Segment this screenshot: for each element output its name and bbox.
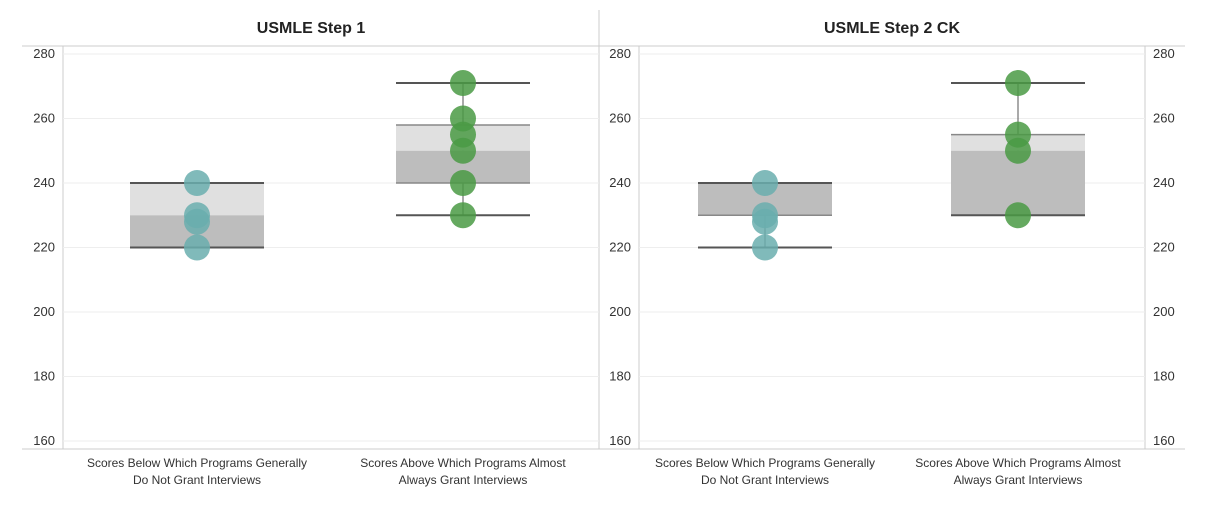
category-label-below-step1-line1: Scores Below Which Programs Generally — [87, 456, 307, 470]
chart-title-step2ck: USMLE Step 2 CK — [824, 20, 960, 37]
chart-title-step1: USMLE Step 1 — [257, 20, 366, 37]
category-label-above-step1-line2: Always Grant Interviews — [399, 473, 528, 487]
y-tick-label-right-step2ck-180: 180 — [1153, 369, 1175, 384]
category-label-below-step1-line2: Do Not Grant Interviews — [133, 473, 261, 487]
data-point-step2ck-above-2 — [1005, 137, 1031, 164]
y-tick-label-step1-260: 260 — [33, 111, 55, 126]
y-tick-label-step2ck-160: 160 — [609, 433, 631, 448]
data-point-step1-above-5 — [450, 202, 476, 229]
data-point-step1-below-0 — [184, 170, 210, 196]
category-label-above-step2-line1: Scores Above Which Programs Almost — [915, 456, 1121, 470]
data-point-step2ck-below-0 — [752, 170, 778, 196]
y-tick-label-step2ck-200: 200 — [609, 304, 631, 319]
y-tick-label-step1-280: 280 — [33, 46, 55, 61]
y-tick-label-right-step2ck-240: 240 — [1153, 175, 1175, 190]
y-tick-label-right-step2ck-280: 280 — [1153, 46, 1175, 61]
y-tick-label-step1-180: 180 — [33, 369, 55, 384]
data-point-step1-above-3 — [450, 137, 476, 164]
category-label-above-step1-line1: Scores Above Which Programs Almost — [360, 456, 566, 470]
y-tick-label-right-step2ck-260: 260 — [1153, 111, 1175, 126]
category-label-above-step2-line2: Always Grant Interviews — [954, 473, 1083, 487]
y-tick-label-step1-220: 220 — [33, 240, 55, 255]
y-tick-label-step1-200: 200 — [33, 304, 55, 319]
data-point-step2ck-below-2 — [752, 208, 778, 235]
y-tick-label-step2ck-220: 220 — [609, 240, 631, 255]
data-point-step2ck-above-3 — [1005, 202, 1031, 229]
data-point-step1-below-2 — [184, 208, 210, 235]
y-tick-label-step2ck-280: 280 — [609, 46, 631, 61]
data-point-step2ck-above-0 — [1005, 70, 1031, 97]
data-point-step1-below-3 — [184, 234, 210, 261]
data-point-step1-above-0 — [450, 70, 476, 97]
category-label-below-step2-line1: Scores Below Which Programs Generally — [655, 456, 875, 470]
data-point-step1-above-4 — [450, 170, 476, 196]
y-tick-label-step1-160: 160 — [33, 433, 55, 448]
y-tick-label-right-step2ck-160: 160 — [1153, 433, 1175, 448]
category-label-below-step2-line2: Do Not Grant Interviews — [701, 473, 829, 487]
y-tick-label-step2ck-260: 260 — [609, 111, 631, 126]
y-tick-label-step2ck-240: 240 — [609, 175, 631, 190]
data-point-step2ck-below-3 — [752, 234, 778, 261]
y-tick-label-step2ck-180: 180 — [609, 369, 631, 384]
y-tick-label-right-step2ck-220: 220 — [1153, 240, 1175, 255]
y-tick-label-step1-240: 240 — [33, 175, 55, 190]
y-tick-label-right-step2ck-200: 200 — [1153, 304, 1175, 319]
